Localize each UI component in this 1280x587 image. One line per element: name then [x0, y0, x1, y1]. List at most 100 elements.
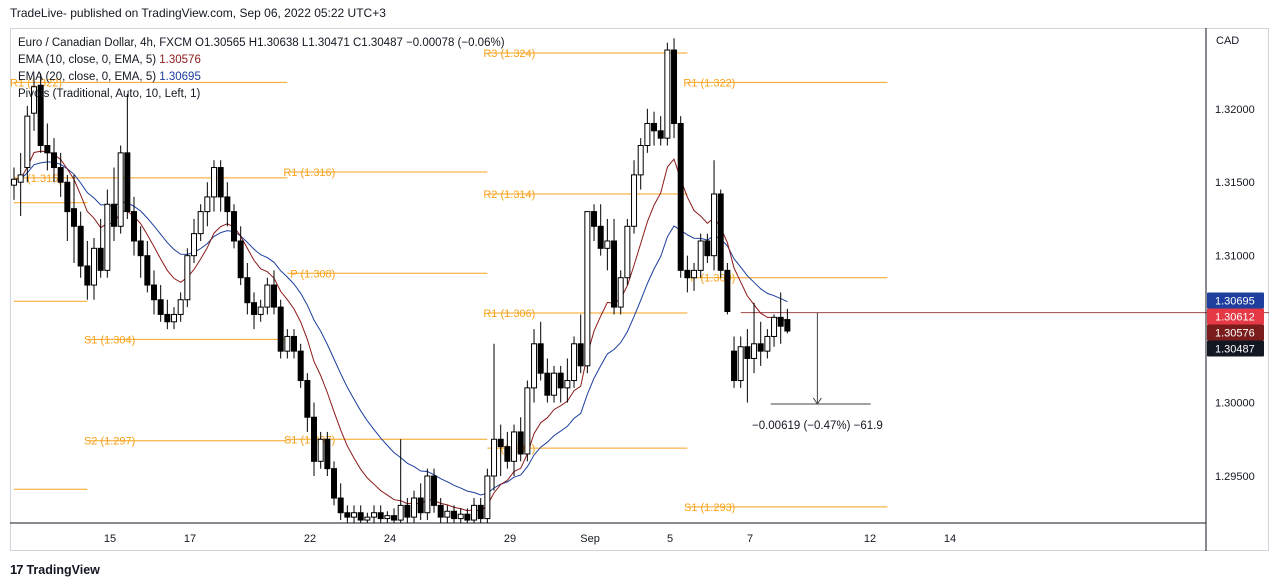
price-tick-label: 1.31500: [1215, 177, 1255, 189]
candle-body: [524, 387, 531, 455]
candle: [151, 270, 158, 315]
pivot-label: R1 (1.322): [10, 77, 62, 89]
candle-body: [337, 497, 344, 514]
candle-body: [597, 225, 604, 249]
candle: [117, 145, 124, 234]
candle-body: [684, 269, 691, 279]
candle-body: [117, 152, 124, 227]
candle: [177, 292, 184, 322]
candle-body: [724, 269, 731, 312]
candle: [497, 424, 504, 476]
candle-body: [464, 513, 471, 521]
candle: [331, 461, 338, 506]
candle-body: [517, 431, 524, 455]
ema10-value: 1.30576: [159, 54, 201, 66]
candle: [631, 160, 638, 234]
candle: [64, 174, 71, 241]
candle-body: [737, 346, 744, 382]
candle: [524, 380, 531, 462]
candle-body: [484, 475, 491, 520]
candle-body: [551, 372, 558, 396]
price-badge-label: 1.30576: [1215, 327, 1255, 339]
candle-body: [477, 504, 484, 520]
candle: [84, 240, 91, 300]
candle: [644, 108, 651, 153]
candle-body: [717, 193, 724, 271]
measure-tool: −0.00619 (−0.47%) −61.9: [752, 312, 883, 432]
candle: [244, 263, 251, 315]
candle: [37, 73, 44, 153]
time-tick-label: 7: [747, 533, 753, 545]
candle-body: [377, 512, 384, 520]
candle-body: [431, 475, 438, 506]
candle-body: [624, 225, 631, 279]
candle-body: [277, 306, 284, 352]
candle-body: [504, 446, 511, 462]
candle-body: [344, 512, 351, 518]
candle: [77, 211, 84, 278]
candle-body: [397, 504, 404, 521]
candlestick-chart[interactable]: R1 (1.322) P (1.315) S1 (1.304) S2 (1.297) R…: [10, 28, 1269, 551]
candle-body: [751, 343, 758, 359]
candle: [171, 307, 178, 330]
candle-body: [64, 181, 71, 213]
candle-body: [11, 178, 17, 186]
time-tick-label: Sep: [580, 533, 600, 545]
price-tick-label: 1.29500: [1215, 471, 1255, 483]
candle-body: [604, 240, 611, 249]
candle: [737, 336, 744, 388]
candle-body: [457, 513, 464, 520]
pivot-label: P (1.315): [17, 173, 62, 185]
candle-body: [44, 145, 51, 154]
candle-body: [657, 130, 664, 139]
candle: [457, 508, 464, 523]
candle-body: [691, 269, 698, 279]
candle: [684, 255, 691, 293]
candle-body: [411, 497, 418, 518]
legend-symbol-line: Euro / Canadian Dollar, 4h, FXCM O1.3056…: [18, 37, 505, 49]
candle: [537, 321, 544, 381]
candle-body: [744, 346, 751, 359]
candle-body: [511, 431, 518, 462]
candle: [724, 263, 731, 315]
candle-body: [697, 240, 704, 271]
candle-body: [151, 284, 158, 301]
candle-body: [771, 316, 778, 337]
candle-body: [364, 516, 371, 521]
candle: [757, 321, 764, 366]
legend-ema10[interactable]: EMA (10, close, 0, EMA, 5) 1.30576: [18, 52, 505, 69]
time-tick-label: 24: [384, 533, 396, 545]
candle: [357, 505, 364, 523]
currency-label[interactable]: CAD: [1216, 35, 1240, 47]
price-badges: 1.30695 1.30612 1.30576 1.30487: [1207, 292, 1264, 357]
legend-ema20[interactable]: EMA (20, close, 0, EMA, 5) 1.30695: [18, 69, 505, 86]
candle-body: [217, 167, 224, 198]
pivot-label: R1 (1.306): [483, 308, 535, 320]
candle: [484, 468, 491, 523]
candle-body: [631, 174, 638, 227]
candle-body: [404, 504, 411, 518]
candle-body: [111, 203, 118, 227]
candle-body: [711, 193, 718, 257]
candle: [664, 42, 671, 146]
candle: [424, 468, 431, 521]
pivot-label: S2 (1.297): [84, 436, 135, 448]
candle: [17, 152, 24, 217]
candle: [624, 218, 631, 286]
tradingview-logo[interactable]: 17 TradingView: [10, 562, 100, 577]
candle: [617, 270, 624, 315]
candle: [477, 498, 484, 523]
pivot-label: S1 (1.293): [684, 502, 735, 514]
pivot-lines: R1 (1.322) P (1.315) S1 (1.304) S2 (1.297) R…: [10, 48, 888, 514]
candle-body: [137, 240, 144, 257]
candle: [297, 343, 304, 388]
candle-body: [357, 512, 364, 521]
candle-body: [171, 313, 178, 323]
candle-body: [204, 196, 211, 213]
legend-pivots[interactable]: Pivots (Traditional, Auto, 10, Left, 1): [18, 88, 201, 100]
candle: [11, 167, 17, 200]
time-tick-label: 12: [864, 533, 876, 545]
price-tick-label: 1.32000: [1215, 104, 1255, 116]
publish-line: TradeLive- published on TradingView.com,…: [10, 6, 386, 20]
candle: [197, 204, 204, 241]
